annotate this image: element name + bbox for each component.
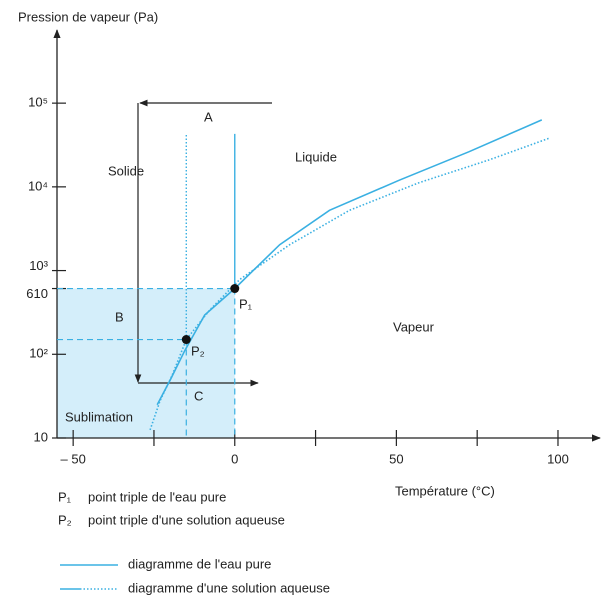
- legend-text: point triple de l'eau pure: [88, 489, 226, 504]
- point-label: P₁: [239, 296, 253, 311]
- y-tick-label: 10⁵: [28, 95, 48, 110]
- region-label: Liquide: [295, 149, 337, 164]
- legend-text: diagramme de l'eau pure: [128, 556, 271, 571]
- shaded-region: [57, 288, 235, 438]
- region-label: Vapeur: [393, 319, 435, 334]
- arrow-label: C: [194, 388, 203, 403]
- y-tick-label: 610: [26, 286, 48, 301]
- x-axis-label: Température (°C): [395, 483, 495, 498]
- region-label: Solide: [108, 163, 144, 178]
- y-tick-label: 10³: [29, 258, 48, 273]
- curve: [149, 137, 550, 431]
- legend-symbol: P₂: [58, 512, 72, 527]
- triple-point: [181, 335, 191, 345]
- y-axis-label: Pression de vapeur (Pa): [18, 9, 158, 24]
- arrow-label: B: [115, 309, 124, 324]
- y-tick-label: 10: [34, 429, 48, 444]
- x-tick-label: 100: [547, 451, 569, 466]
- legend-text: diagramme d'une solution aqueuse: [128, 580, 330, 595]
- x-tick-label: – 50: [61, 451, 86, 466]
- legend-text: point triple d'une solution aqueuse: [88, 512, 285, 527]
- triple-point: [230, 284, 240, 294]
- legend-symbol: P₁: [58, 489, 72, 504]
- x-tick-label: 0: [231, 451, 238, 466]
- arrow-label: A: [204, 109, 213, 124]
- x-tick-label: 50: [389, 451, 403, 466]
- y-tick-label: 10⁴: [28, 178, 48, 193]
- point-label: P₂: [191, 343, 205, 358]
- region-label: Sublimation: [65, 409, 133, 424]
- y-tick-label: 10²: [29, 346, 48, 361]
